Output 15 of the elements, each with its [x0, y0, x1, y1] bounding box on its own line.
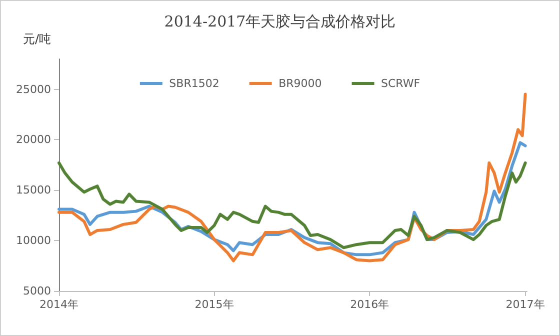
legend-label: SCRWF — [381, 77, 420, 90]
line-series — [58, 161, 527, 250]
y-axis-title: 元/吨 — [22, 32, 51, 46]
x-tick-label: 2016年 — [350, 298, 390, 311]
y-tick-label: 5000 — [23, 284, 51, 298]
x-tick-label: 2017年 — [506, 298, 545, 311]
y-tick-label: 10000 — [16, 234, 51, 248]
x-tick-label: 2014年 — [40, 298, 78, 311]
y-tick-label: 25000 — [16, 82, 51, 96]
chart-title: 2014-2017年天胶与合成价格对比 — [164, 12, 396, 30]
legend-label: BR9000 — [278, 77, 322, 90]
legend-label: SBR1502 — [169, 77, 220, 90]
y-tick-label: 15000 — [16, 184, 51, 197]
y-tick-label: 20000 — [16, 133, 51, 146]
x-tick-label: 2015年 — [194, 298, 234, 311]
